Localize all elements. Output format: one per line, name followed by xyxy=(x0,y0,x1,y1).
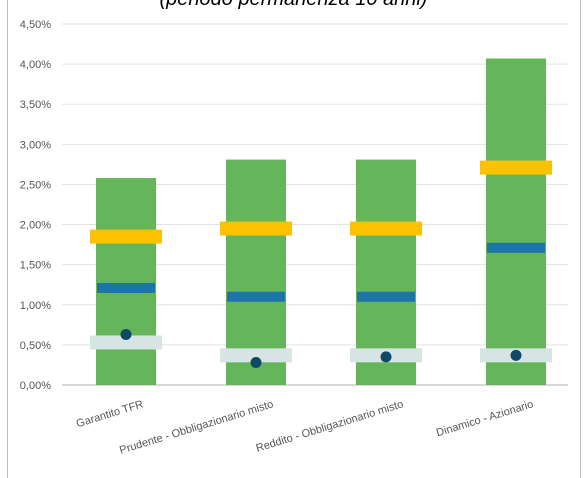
y-tick-label: 4,50% xyxy=(20,19,51,31)
category-label: Reddito - Obbligazionario misto xyxy=(255,398,405,454)
y-tick-label: 3,50% xyxy=(20,99,51,111)
range-bar xyxy=(96,178,156,385)
median-marker xyxy=(487,242,545,253)
lower-marker xyxy=(220,348,292,363)
y-tick-label: 0,00% xyxy=(20,380,51,392)
y-tick-label: 2,50% xyxy=(20,179,51,191)
data-point xyxy=(380,351,392,363)
range-bar xyxy=(226,159,286,385)
category-label: Garantito TFR xyxy=(75,398,145,430)
median-marker xyxy=(227,291,285,302)
data-point xyxy=(510,349,522,361)
y-tick-label: 2,00% xyxy=(20,220,51,232)
data-point xyxy=(120,328,132,340)
upper-marker xyxy=(480,160,552,175)
range-bar xyxy=(356,159,416,385)
category-label: Dinamico - Azionario xyxy=(435,398,535,439)
upper-marker xyxy=(220,221,292,236)
data-point xyxy=(250,357,262,369)
upper-marker xyxy=(90,229,162,244)
y-tick-label: 1,00% xyxy=(20,300,51,312)
y-tick-label: 3,00% xyxy=(20,139,51,151)
y-tick-label: 0,50% xyxy=(20,340,51,352)
median-marker xyxy=(97,282,155,293)
median-marker xyxy=(357,291,415,302)
upper-marker xyxy=(350,221,422,236)
lower-marker xyxy=(90,335,162,350)
range-bar xyxy=(486,58,546,386)
left-border xyxy=(7,0,8,478)
chart-title: (periodo permanenza 10 anni) xyxy=(0,0,587,11)
y-tick-label: 1,50% xyxy=(20,260,51,272)
right-border xyxy=(580,0,581,478)
y-tick-label: 4,00% xyxy=(20,59,51,71)
